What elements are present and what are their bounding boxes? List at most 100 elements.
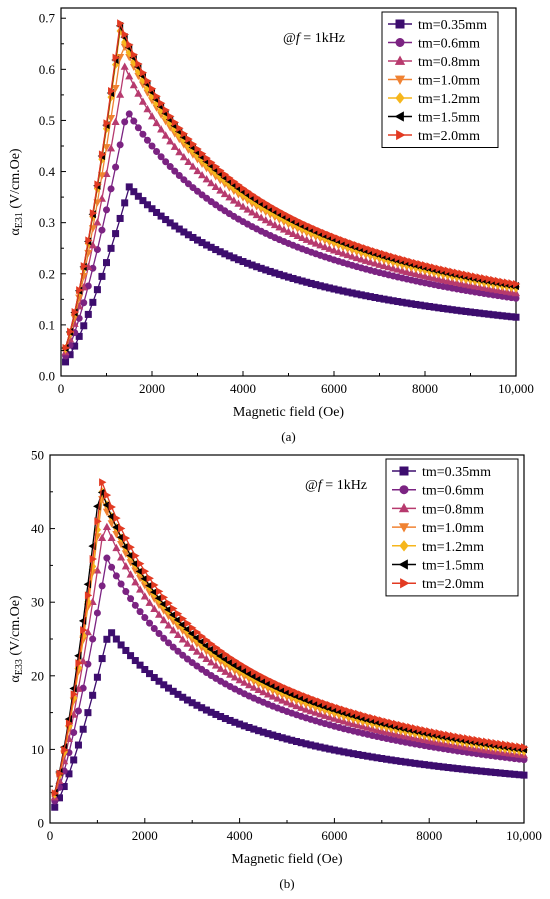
y-axis-label: αE31 (V/cm.Oe) <box>8 148 25 236</box>
data-point <box>194 144 202 154</box>
data-point <box>116 141 124 149</box>
data-point <box>117 641 125 649</box>
data-point <box>112 230 120 238</box>
data-point <box>157 125 166 133</box>
data-point <box>93 286 101 294</box>
data-point <box>217 647 225 656</box>
data-point <box>94 180 102 189</box>
legend-label: tm=1.2mm <box>418 92 480 107</box>
legend-label: tm=1.2mm <box>422 540 484 555</box>
data-point <box>153 92 161 101</box>
data-point <box>512 313 520 321</box>
data-point <box>440 265 448 274</box>
data-point <box>235 181 243 190</box>
data-point <box>380 261 389 270</box>
data-point <box>435 729 443 738</box>
y-axis-label-symbol: α <box>8 675 23 683</box>
legend: tm=0.35mm tm=0.6mm tm=0.8mm tm=1.0mm tm=1.2m… <box>381 11 499 148</box>
data-point <box>290 214 298 223</box>
data-point <box>139 68 148 77</box>
y-tick-label: 0 <box>38 816 45 831</box>
data-point <box>152 118 161 127</box>
data-point <box>339 249 348 257</box>
legend-item: tm=1.0mm <box>392 521 484 536</box>
data-point <box>85 236 93 245</box>
data-point <box>294 216 302 225</box>
legend-item: tm=0.8mm <box>392 502 484 517</box>
annotation-prefix: @ <box>305 478 318 493</box>
data-point <box>89 691 97 699</box>
data-point <box>111 84 120 93</box>
series-tm=0.35mm <box>51 629 528 811</box>
data-point <box>312 225 321 234</box>
data-point <box>189 184 197 192</box>
data-point <box>362 244 371 253</box>
data-point <box>185 135 193 144</box>
data-point <box>134 124 142 132</box>
data-point <box>203 636 211 645</box>
data-point <box>108 563 116 571</box>
data-point <box>160 593 169 602</box>
data-point <box>239 184 248 193</box>
data-point <box>520 743 529 752</box>
data-point <box>343 250 352 259</box>
data-point <box>462 270 471 279</box>
data-point <box>478 736 486 745</box>
data-point <box>176 124 184 133</box>
data-point <box>317 227 325 236</box>
data-point <box>250 667 259 677</box>
data-point <box>153 208 161 216</box>
data-point <box>385 251 393 260</box>
data-point <box>143 136 151 144</box>
annotation-value: = 1kHz <box>300 31 345 46</box>
x-tick-label: 2000 <box>132 828 158 843</box>
data-point <box>430 728 439 737</box>
data-point <box>117 19 125 28</box>
data-point <box>98 272 106 280</box>
data-point <box>264 690 273 698</box>
data-point <box>425 272 434 281</box>
data-point <box>426 262 434 271</box>
data-point <box>184 157 193 166</box>
legend-item: tm=0.6mm <box>392 484 484 499</box>
data-point <box>369 713 377 722</box>
data-point <box>439 275 448 284</box>
data-point <box>299 218 307 227</box>
data-point <box>334 247 343 256</box>
data-point <box>230 177 239 186</box>
y-tick-label: 0.7 <box>39 11 56 26</box>
x-tick-label: 4000 <box>227 828 253 843</box>
data-point <box>127 543 135 552</box>
data-point <box>153 148 161 156</box>
data-point <box>193 628 202 637</box>
data-point <box>344 237 352 246</box>
y-axis-label-symbol: α <box>8 228 23 236</box>
data-point <box>125 110 133 118</box>
data-point <box>146 670 154 678</box>
data-point <box>141 567 150 576</box>
data-point <box>121 562 130 570</box>
data-point <box>70 756 78 764</box>
data-point <box>169 626 178 634</box>
legend-label: tm=0.8mm <box>422 502 484 517</box>
legend-marker <box>395 92 405 104</box>
data-point <box>117 580 125 588</box>
data-point <box>164 621 173 629</box>
legend: tm=0.35mm tm=0.6mm tm=0.8mm tm=1.0mm tm=1.2m… <box>385 458 519 597</box>
legend-marker <box>398 523 410 533</box>
data-point <box>499 277 507 286</box>
data-point <box>199 149 207 158</box>
data-point <box>157 153 165 161</box>
data-point <box>112 543 121 552</box>
y-tick-label: 0.1 <box>39 317 55 332</box>
y-tick-label: 0.3 <box>39 215 55 230</box>
data-point <box>420 271 430 280</box>
data-point <box>71 308 79 317</box>
data-point <box>506 741 515 750</box>
data-point <box>350 708 358 717</box>
y-tick-label: 0.5 <box>39 113 55 128</box>
data-point <box>155 630 163 638</box>
data-point <box>303 220 312 230</box>
data-point <box>374 715 382 724</box>
